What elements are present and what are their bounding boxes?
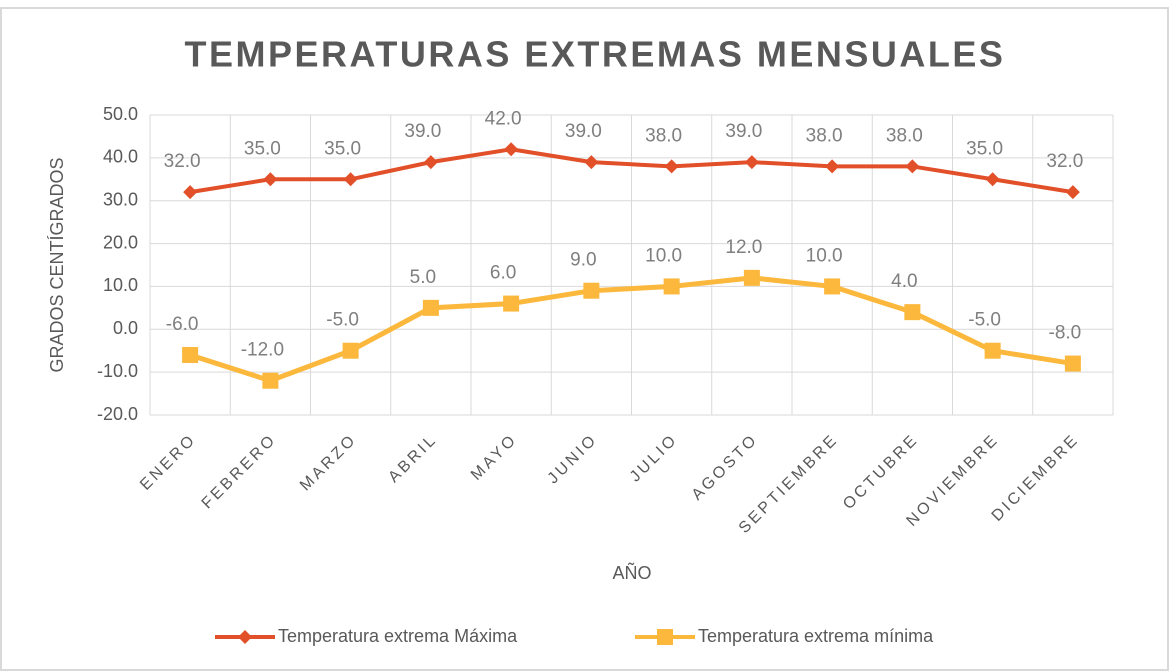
- data-label: 10.0: [806, 245, 843, 266]
- series-line: [189, 275, 1074, 384]
- square-marker: [663, 278, 680, 295]
- data-label: 12.0: [725, 237, 762, 258]
- square-marker: [743, 269, 760, 286]
- data-label: 39.0: [404, 121, 441, 142]
- y-tick-label: 30.0: [103, 189, 138, 209]
- data-label: 38.0: [806, 125, 843, 146]
- data-label: -6.0: [166, 314, 199, 335]
- y-tick-label: 40.0: [103, 147, 138, 167]
- diamond-marker: [238, 630, 252, 644]
- square-marker: [182, 347, 199, 363]
- data-label: 4.0: [891, 271, 917, 292]
- data-label: 32.0: [1046, 151, 1083, 172]
- square-marker: [657, 629, 673, 645]
- y-tick-label: -20.0: [97, 404, 138, 424]
- diamond-marker: [183, 185, 198, 200]
- diamond-marker: [905, 159, 920, 174]
- data-label: 39.0: [725, 121, 762, 142]
- diamond-marker: [263, 172, 278, 187]
- y-tick-label: -10.0: [97, 361, 138, 381]
- data-label: 10.0: [645, 245, 682, 266]
- square-marker: [342, 342, 359, 359]
- series-line: [189, 147, 1074, 195]
- square-marker: [904, 304, 921, 321]
- data-label: -12.0: [241, 340, 284, 361]
- legend-label: Temperatura extrema Máxima: [278, 626, 518, 646]
- square-marker: [984, 342, 1001, 359]
- square-marker: [1064, 355, 1081, 372]
- chart-title: TEMPERATURAS EXTREMAS MENSUALES: [185, 34, 1006, 75]
- data-label: 9.0: [570, 250, 596, 271]
- diamond-marker: [664, 159, 679, 174]
- data-label: 38.0: [645, 125, 682, 146]
- square-marker: [583, 282, 600, 299]
- square-marker: [262, 372, 279, 389]
- x-axis-label: AÑO: [612, 562, 651, 583]
- diamond-marker: [504, 142, 519, 157]
- data-label: 5.0: [410, 267, 436, 288]
- square-marker: [422, 299, 439, 316]
- data-label: -5.0: [326, 310, 359, 331]
- y-axis-label: GRADOS CENTÍGRADOS: [47, 157, 67, 372]
- diamond-marker: [343, 172, 358, 187]
- diamond-marker: [423, 155, 438, 170]
- diamond-marker: [1065, 185, 1080, 200]
- data-label: -8.0: [1049, 323, 1082, 344]
- diamond-marker: [744, 155, 759, 170]
- y-tick-label: 10.0: [103, 275, 138, 295]
- data-label: 35.0: [324, 138, 361, 159]
- square-marker: [824, 278, 841, 295]
- data-label: 32.0: [164, 151, 201, 172]
- data-label: 39.0: [565, 121, 602, 142]
- legend-label: Temperatura extrema mínima: [698, 626, 934, 646]
- y-tick-label: 0.0: [113, 318, 138, 338]
- data-label: 38.0: [886, 125, 923, 146]
- diamond-marker: [985, 172, 1000, 187]
- chart-frame: [0, 7, 1169, 671]
- data-label: 35.0: [966, 138, 1003, 159]
- y-tick-label: 20.0: [103, 232, 138, 252]
- diamond-marker: [825, 159, 840, 174]
- data-label: -5.0: [968, 310, 1001, 331]
- data-label: 6.0: [490, 263, 516, 284]
- data-label: 35.0: [244, 138, 281, 159]
- y-tick-label: 50.0: [103, 104, 138, 124]
- diamond-marker: [584, 155, 599, 170]
- data-label: 42.0: [485, 108, 522, 129]
- square-marker: [503, 295, 520, 312]
